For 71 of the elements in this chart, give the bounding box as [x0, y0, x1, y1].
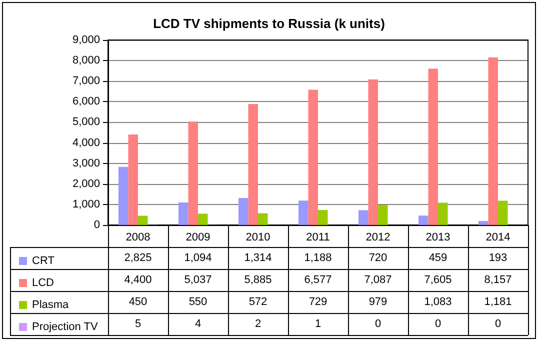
legend-label: Plasma [32, 299, 70, 311]
bar [418, 216, 428, 225]
legend-label: LCD [32, 277, 54, 289]
data-label: 5,885 [243, 273, 273, 288]
bar [488, 57, 498, 225]
bar [118, 166, 128, 225]
y-tick-label: 7,000 [72, 75, 100, 88]
bar [378, 204, 388, 225]
data-label: 1,083 [423, 295, 453, 310]
data-label: 2 [254, 317, 262, 332]
data-label: 7,087 [363, 273, 393, 288]
data-label: 450 [128, 295, 148, 310]
y-tick-label: 8,000 [72, 54, 100, 67]
y-tick-label: 1,000 [72, 198, 100, 210]
legend-label: CRT [32, 255, 55, 267]
chart-title: LCD TV shipments to Russia (k units) [153, 16, 385, 31]
data-label: 1 [314, 317, 322, 332]
data-label: 5 [134, 317, 142, 332]
data-label: 979 [368, 295, 388, 310]
bar [238, 198, 248, 225]
x-tick-label: 2008 [126, 232, 150, 244]
data-label: 5,037 [183, 273, 213, 288]
data-label: 572 [248, 295, 268, 310]
bar [138, 216, 148, 225]
y-tick-label: 3,000 [72, 157, 100, 170]
legend-label: Projection TV [32, 321, 98, 333]
data-label: 550 [188, 295, 208, 310]
bar [358, 210, 368, 225]
y-tick-label: 0 [94, 219, 100, 231]
data-label: 729 [308, 295, 328, 310]
y-tick-label: 2,000 [72, 178, 100, 190]
data-label: 0 [434, 317, 442, 332]
y-tick-label: 5,000 [72, 116, 100, 128]
data-label: 4,400 [123, 273, 153, 288]
bar [198, 214, 208, 225]
data-label: 1,314 [243, 251, 273, 266]
data-label: 720 [368, 251, 388, 266]
data-label: 1,188 [303, 251, 333, 266]
x-tick-label: 2009 [186, 232, 210, 244]
data-label: 8,157 [483, 273, 513, 288]
y-tick-label: 9,000 [72, 34, 100, 46]
data-label: 1,094 [183, 251, 213, 266]
data-label: 2,825 [123, 251, 153, 266]
bar [128, 134, 138, 225]
y-tick-label: 4,000 [72, 136, 100, 149]
bar [298, 200, 308, 225]
bar [318, 210, 328, 225]
x-tick-label: 2012 [366, 232, 390, 244]
bar [308, 90, 318, 225]
data-label: 7,605 [423, 273, 453, 288]
data-label: 4 [194, 317, 202, 332]
x-tick-label: 2014 [486, 232, 510, 244]
data-label: 1,181 [483, 295, 513, 310]
data-label: 0 [374, 317, 382, 332]
bar [498, 200, 508, 225]
bar [178, 202, 188, 225]
bar [368, 79, 378, 225]
x-tick-label: 2011 [306, 232, 330, 244]
data-label: 459 [428, 251, 448, 266]
x-tick-label: 2013 [426, 232, 450, 244]
bar [428, 68, 438, 225]
data-label: 0 [494, 317, 502, 332]
bar [188, 121, 198, 225]
data-label: 6,577 [303, 273, 333, 288]
bar [478, 221, 488, 225]
data-label: 193 [488, 251, 508, 266]
bar [258, 213, 268, 225]
x-tick-label: 2010 [246, 232, 270, 244]
bar [438, 202, 448, 225]
y-tick-label: 6,000 [72, 96, 100, 108]
bar [248, 104, 258, 225]
